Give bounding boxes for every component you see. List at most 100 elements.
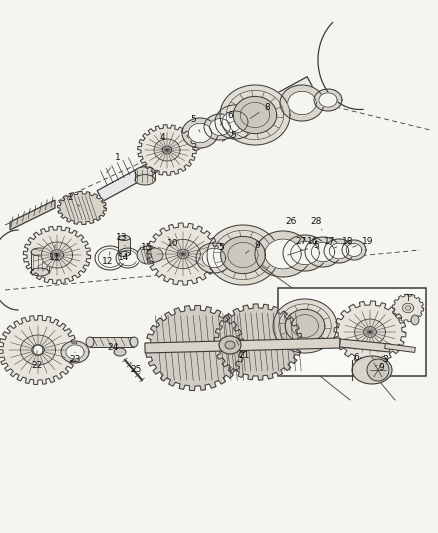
Text: 3: 3 — [375, 356, 388, 367]
Polygon shape — [334, 301, 406, 363]
Ellipse shape — [135, 175, 155, 185]
Polygon shape — [288, 91, 316, 115]
Polygon shape — [57, 191, 106, 224]
Ellipse shape — [86, 337, 94, 347]
Text: 24: 24 — [107, 343, 119, 352]
Polygon shape — [314, 89, 342, 111]
Polygon shape — [220, 85, 290, 145]
Text: 14: 14 — [118, 254, 130, 262]
Polygon shape — [61, 341, 89, 363]
Polygon shape — [283, 235, 327, 271]
Polygon shape — [66, 345, 84, 359]
Ellipse shape — [130, 337, 138, 347]
Text: 17: 17 — [318, 238, 336, 249]
Text: 5: 5 — [214, 244, 224, 258]
Bar — [118, 238, 130, 254]
Text: 11: 11 — [49, 245, 61, 262]
Polygon shape — [265, 239, 301, 269]
Text: 4: 4 — [159, 133, 165, 150]
Polygon shape — [166, 239, 200, 269]
Text: 9: 9 — [245, 240, 260, 253]
Text: 28: 28 — [310, 217, 322, 230]
Polygon shape — [0, 316, 78, 384]
Polygon shape — [329, 243, 349, 259]
Text: 21: 21 — [236, 341, 250, 359]
Ellipse shape — [114, 348, 126, 356]
Polygon shape — [285, 309, 325, 343]
Ellipse shape — [31, 268, 49, 276]
Polygon shape — [145, 338, 340, 353]
Polygon shape — [210, 118, 230, 135]
Polygon shape — [10, 200, 55, 230]
Text: 5: 5 — [223, 131, 236, 142]
Polygon shape — [97, 77, 313, 201]
Text: 15: 15 — [141, 243, 153, 252]
Polygon shape — [280, 85, 324, 121]
Polygon shape — [319, 93, 337, 107]
Text: 23: 23 — [69, 352, 81, 365]
Ellipse shape — [352, 356, 392, 384]
Polygon shape — [196, 243, 232, 273]
Text: 27: 27 — [295, 238, 307, 246]
Text: 5: 5 — [288, 241, 319, 255]
Text: 13: 13 — [116, 233, 128, 246]
Bar — [90, 337, 134, 347]
Polygon shape — [214, 304, 302, 380]
Polygon shape — [207, 225, 279, 285]
Text: 18: 18 — [335, 238, 354, 248]
Text: 25: 25 — [130, 362, 141, 375]
Polygon shape — [291, 241, 319, 265]
Ellipse shape — [225, 341, 235, 349]
Polygon shape — [324, 239, 354, 263]
Polygon shape — [221, 237, 265, 273]
Ellipse shape — [118, 252, 130, 256]
Polygon shape — [138, 125, 196, 175]
Polygon shape — [147, 223, 219, 285]
Text: 8: 8 — [250, 102, 270, 118]
Ellipse shape — [31, 248, 49, 256]
Polygon shape — [188, 123, 212, 143]
Polygon shape — [23, 226, 91, 284]
Ellipse shape — [135, 167, 155, 177]
Polygon shape — [385, 344, 415, 352]
Ellipse shape — [137, 246, 159, 264]
Ellipse shape — [219, 336, 241, 354]
Text: 5: 5 — [190, 116, 200, 132]
Ellipse shape — [118, 236, 130, 240]
Text: 1: 1 — [107, 154, 121, 173]
Text: 6: 6 — [349, 348, 359, 362]
Text: 2: 2 — [67, 193, 80, 206]
Polygon shape — [305, 237, 341, 267]
Polygon shape — [255, 231, 311, 277]
Text: 19: 19 — [353, 238, 374, 247]
Polygon shape — [403, 303, 413, 313]
Polygon shape — [392, 294, 424, 322]
Polygon shape — [233, 96, 277, 134]
Ellipse shape — [147, 248, 163, 262]
Ellipse shape — [367, 359, 389, 381]
Bar — [278, 288, 426, 376]
Ellipse shape — [411, 315, 419, 325]
Polygon shape — [346, 244, 362, 256]
Polygon shape — [273, 299, 337, 353]
Polygon shape — [339, 339, 390, 352]
Text: 22: 22 — [32, 351, 42, 369]
Text: 10: 10 — [167, 239, 180, 254]
Text: 26: 26 — [285, 217, 297, 232]
Polygon shape — [202, 248, 226, 268]
Polygon shape — [342, 240, 366, 260]
Text: 6: 6 — [220, 110, 233, 125]
Polygon shape — [182, 118, 218, 148]
Polygon shape — [355, 319, 385, 345]
Polygon shape — [311, 243, 335, 262]
Text: 12: 12 — [102, 252, 114, 266]
Text: 9: 9 — [372, 357, 384, 373]
Polygon shape — [42, 242, 73, 268]
Polygon shape — [21, 335, 56, 365]
Polygon shape — [222, 111, 248, 133]
Polygon shape — [215, 105, 255, 139]
Circle shape — [33, 345, 43, 355]
Text: 16: 16 — [300, 238, 319, 251]
Polygon shape — [145, 305, 244, 391]
Polygon shape — [154, 139, 180, 161]
